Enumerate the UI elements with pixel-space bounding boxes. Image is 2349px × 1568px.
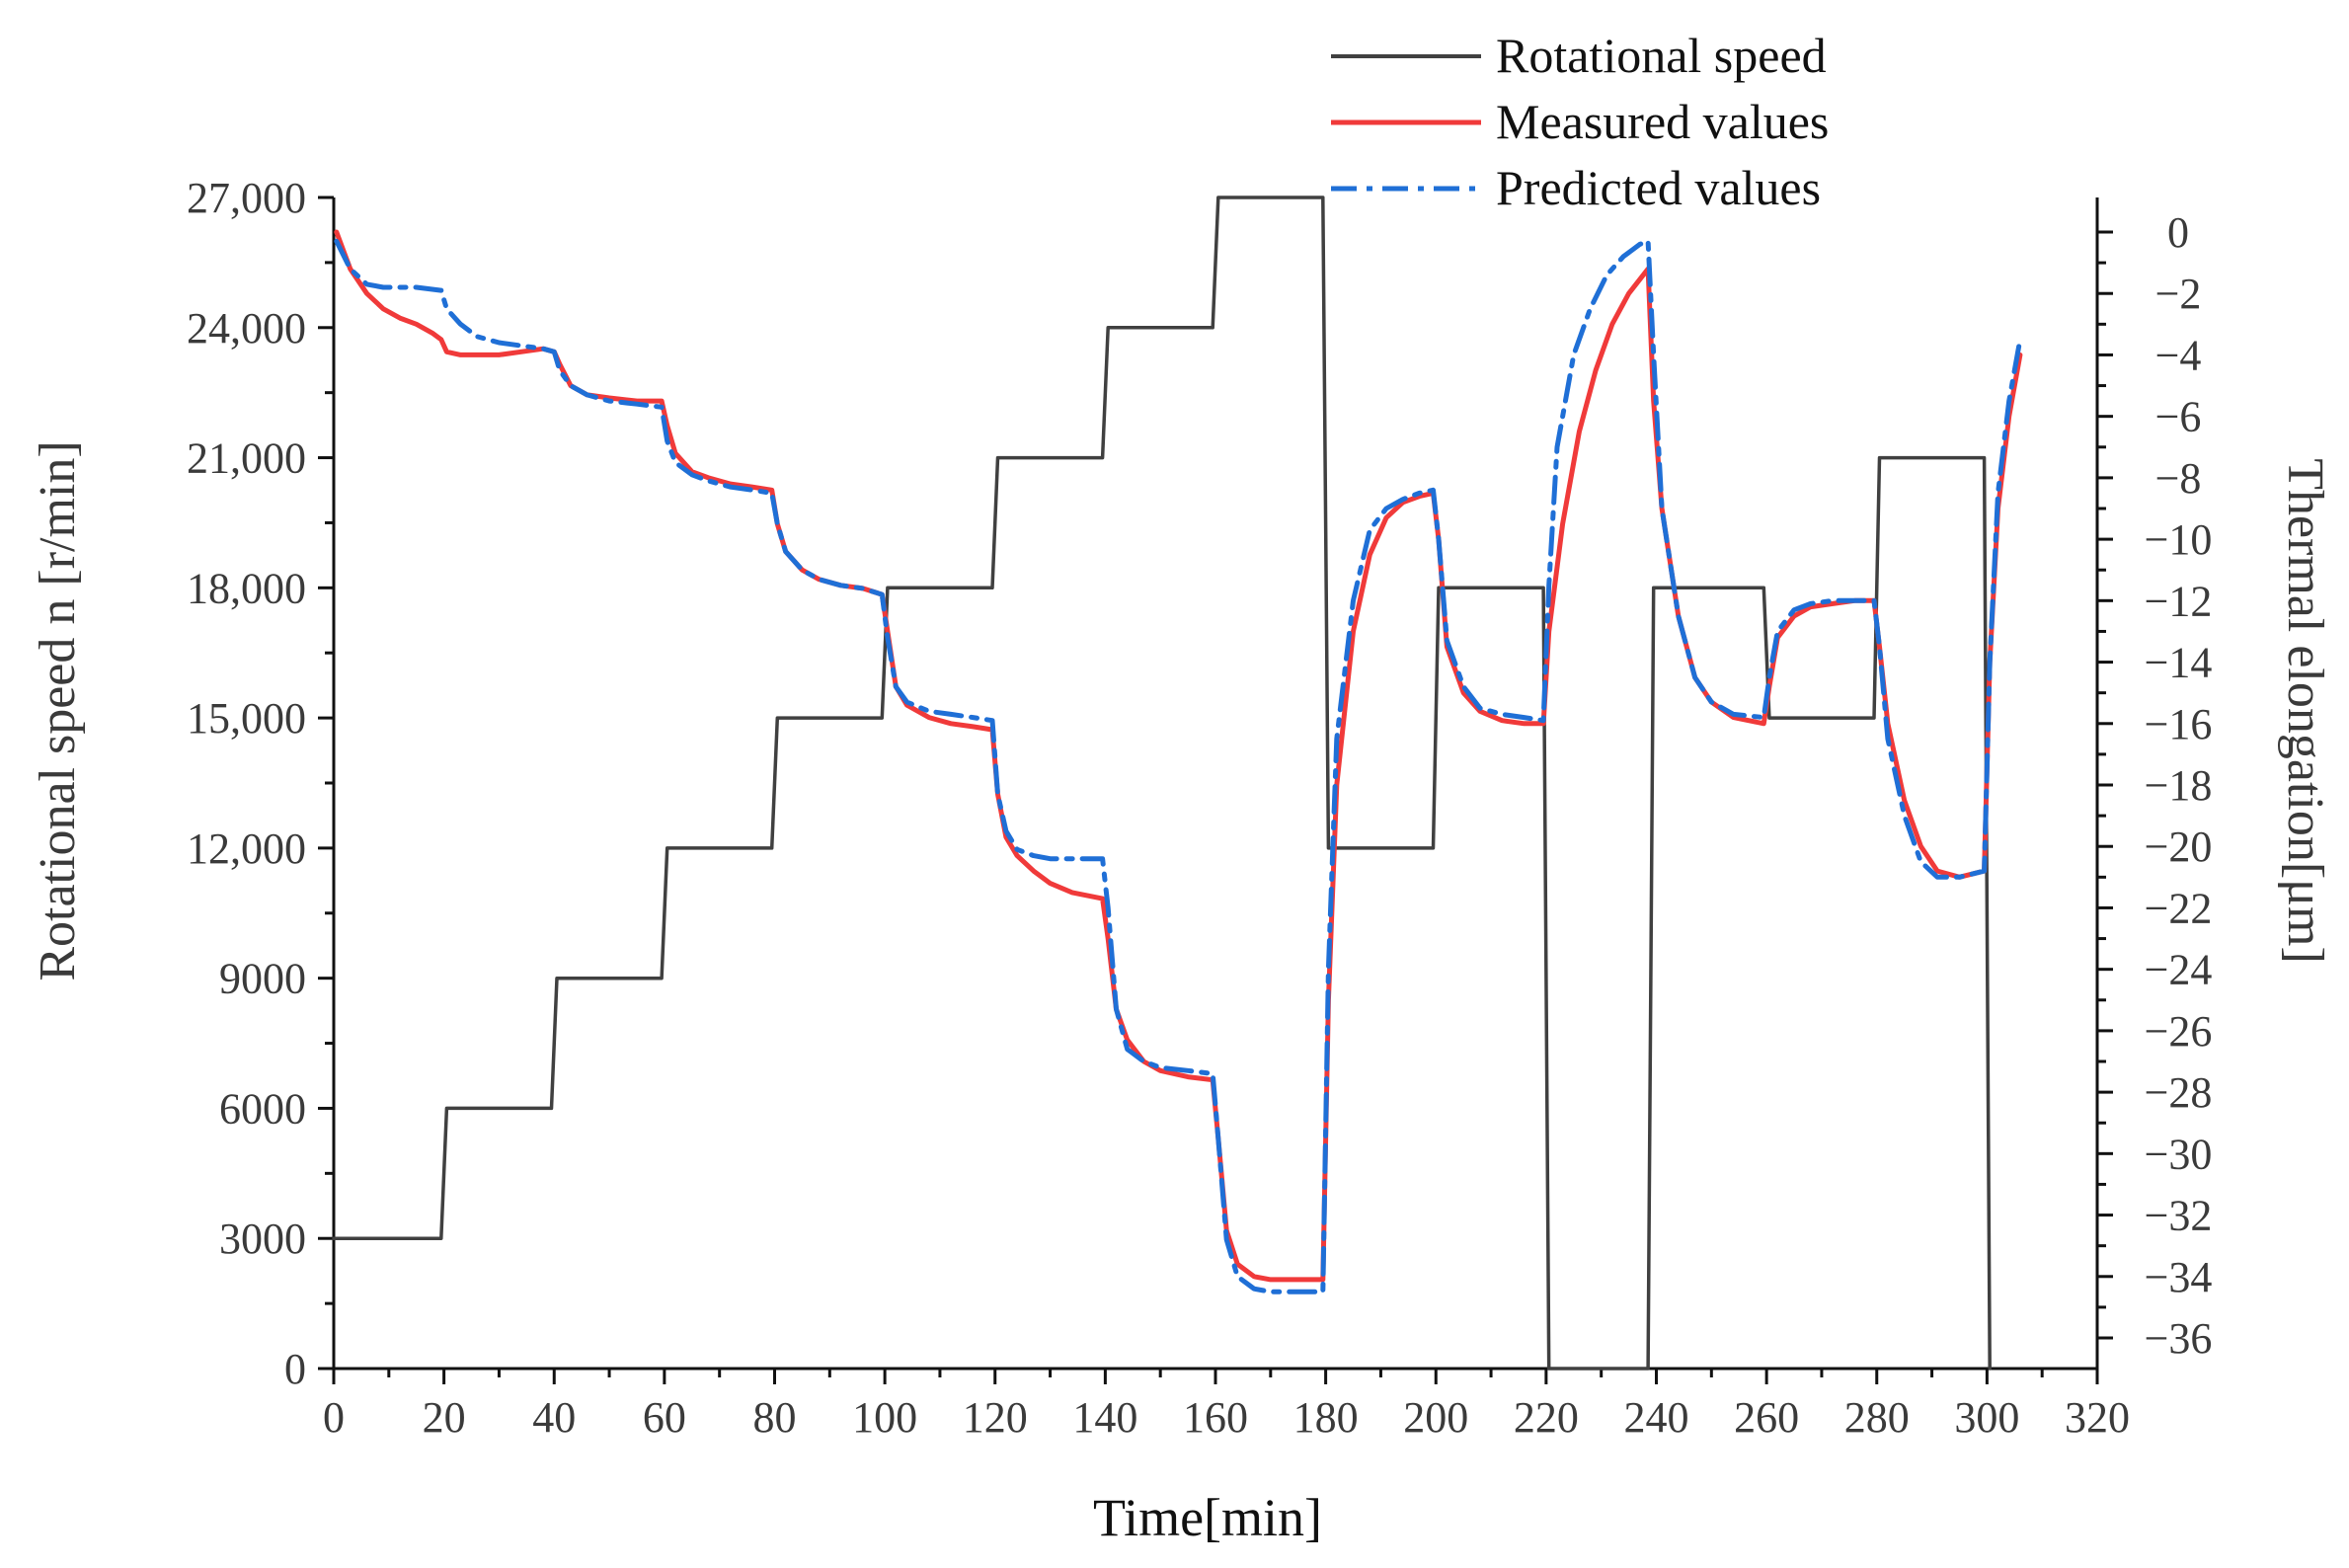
- left-axis-title: Rotational speed n [r/min]: [30, 440, 86, 980]
- y-left-tick-label: 3000: [219, 1215, 306, 1263]
- y-right-tick-label: −8: [2155, 454, 2202, 503]
- x-tick-label: 200: [1403, 1393, 1468, 1442]
- plot-frame: [332, 197, 2099, 1371]
- y-right-tick-label: −2: [2155, 270, 2202, 318]
- y-left-tick-label: 18,000: [187, 564, 306, 612]
- x-tick-label: 220: [1514, 1393, 1579, 1442]
- x-tick-label: 240: [1624, 1393, 1689, 1442]
- right-axis-title: Thermal elongation[μm]: [2277, 458, 2333, 964]
- x-tick-label: 300: [1954, 1393, 2019, 1442]
- y-left-tick-label: 21,000: [187, 434, 306, 483]
- y-right-tick-label: −30: [2145, 1130, 2213, 1178]
- y-left-tick-label: 12,000: [187, 824, 306, 873]
- x-tick-label: 140: [1072, 1393, 1137, 1442]
- y-right-tick-label: −6: [2155, 393, 2202, 441]
- legend: Rotational speed Measured values Predict…: [1331, 28, 1829, 215]
- y-right-tick-label: −14: [2145, 639, 2213, 687]
- y-left-tick-label: 24,000: [187, 304, 306, 353]
- y-left-tick-label: 27,000: [187, 174, 306, 222]
- y-right-tick-label: −4: [2155, 331, 2202, 379]
- left-axis-ticks: 0 3000 6000 9000 12,000 15,000 18,000 21,000 24,…: [187, 174, 334, 1393]
- y-right-tick-label: −24: [2145, 946, 2213, 994]
- y-right-tick-label: −20: [2145, 823, 2213, 871]
- y-right-tick-label: −10: [2145, 515, 2213, 564]
- x-tick-label: 60: [643, 1393, 686, 1442]
- series-predicted-values: [334, 238, 2023, 1294]
- y-right-tick-label: −34: [2145, 1253, 2213, 1301]
- y-left-tick-label: 9000: [219, 955, 306, 1003]
- y-left-tick-label: 0: [284, 1345, 306, 1393]
- series-rotational-speed: [332, 196, 1992, 1371]
- y-right-tick-label: −12: [2145, 577, 2213, 625]
- y-right-tick-label: −28: [2145, 1068, 2213, 1117]
- x-tick-label: 280: [1844, 1393, 1910, 1442]
- x-tick-label: 260: [1734, 1393, 1799, 1442]
- y-right-tick-label: 0: [2167, 208, 2189, 257]
- y-right-tick-label: −32: [2145, 1192, 2213, 1240]
- x-tick-label: 20: [423, 1393, 466, 1442]
- x-tick-label: 0: [323, 1393, 345, 1442]
- y-right-tick-label: −18: [2145, 761, 2213, 810]
- x-tick-label: 40: [532, 1393, 576, 1442]
- x-tick-label: 180: [1293, 1393, 1359, 1442]
- y-right-tick-label: −26: [2145, 1007, 2213, 1056]
- x-axis-ticks: 0 20 40 60 80 100 120 140 160 180 200 220 240 260 280 3…: [323, 1369, 2130, 1442]
- legend-label-measured-values: Measured values: [1496, 94, 1829, 149]
- x-tick-label: 320: [2065, 1393, 2130, 1442]
- series-layer: [332, 196, 2023, 1371]
- x-tick-label: 100: [852, 1393, 917, 1442]
- x-tick-label: 120: [963, 1393, 1028, 1442]
- legend-label-predicted-values: Predicted values: [1496, 160, 1821, 215]
- legend-label-rotational-speed: Rotational speed: [1496, 28, 1827, 83]
- series-measured-values: [334, 229, 2023, 1283]
- x-tick-label: 160: [1183, 1393, 1248, 1442]
- y-left-tick-label: 6000: [219, 1084, 306, 1133]
- x-axis-title: Time[min]: [1093, 1488, 1322, 1547]
- y-right-tick-label: −22: [2145, 884, 2213, 932]
- right-axis-ticks: 0 −2 −4 −6 −8 −10 −12 −14 −16 −18 −20 −22 −24 −26 −28 −…: [2097, 208, 2212, 1363]
- y-right-tick-label: −36: [2145, 1314, 2213, 1363]
- y-right-tick-label: −16: [2145, 700, 2213, 748]
- y-left-tick-label: 15,000: [187, 694, 306, 743]
- x-tick-label: 80: [753, 1393, 797, 1442]
